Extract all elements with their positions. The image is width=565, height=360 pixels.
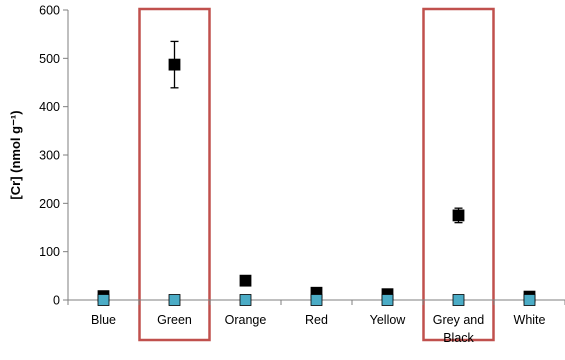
x-tick-label: Black xyxy=(443,331,474,345)
y-tick-label: 500 xyxy=(39,52,60,66)
highlight-box-grey-and-black xyxy=(422,7,495,342)
highlight-box-green xyxy=(138,7,211,342)
y-axis-label: [Cr] (nmol g⁻¹) xyxy=(8,110,23,199)
data-point-series-2 xyxy=(452,294,465,306)
error-bars xyxy=(170,40,463,224)
x-tick-label: White xyxy=(514,313,546,327)
x-tick-label: Red xyxy=(305,313,328,327)
x-tick-label: Yellow xyxy=(370,313,407,327)
data-point-series-2 xyxy=(310,294,323,306)
y-tick-label: 100 xyxy=(39,245,60,259)
x-axis: Blue Green Orange Red Yellow Grey and Black Whi… xyxy=(67,299,565,345)
y-tick-label: 0 xyxy=(53,294,60,308)
y-axis: 0 100 200 300 400 500 600 xyxy=(39,4,69,308)
data-point-series-2 xyxy=(97,294,110,306)
data-points xyxy=(97,58,536,306)
x-tick-label: Orange xyxy=(225,313,267,327)
x-tick-label: Green xyxy=(157,313,192,327)
data-point-series-2 xyxy=(168,294,181,306)
highlight-boxes xyxy=(138,7,495,342)
x-tick-label: Blue xyxy=(91,313,116,327)
data-point-series-2 xyxy=(381,294,394,306)
x-tick-label: Grey and xyxy=(433,313,484,327)
y-tick-label: 200 xyxy=(39,197,60,211)
data-point-series-1 xyxy=(239,274,252,287)
data-point-series-1 xyxy=(452,209,465,222)
y-tick-label: 300 xyxy=(39,149,60,163)
data-point-series-2 xyxy=(239,294,252,306)
data-point-series-1 xyxy=(168,58,181,71)
data-point-series-2 xyxy=(523,294,536,306)
y-tick-label: 400 xyxy=(39,100,60,114)
y-tick-label: 600 xyxy=(39,4,60,18)
